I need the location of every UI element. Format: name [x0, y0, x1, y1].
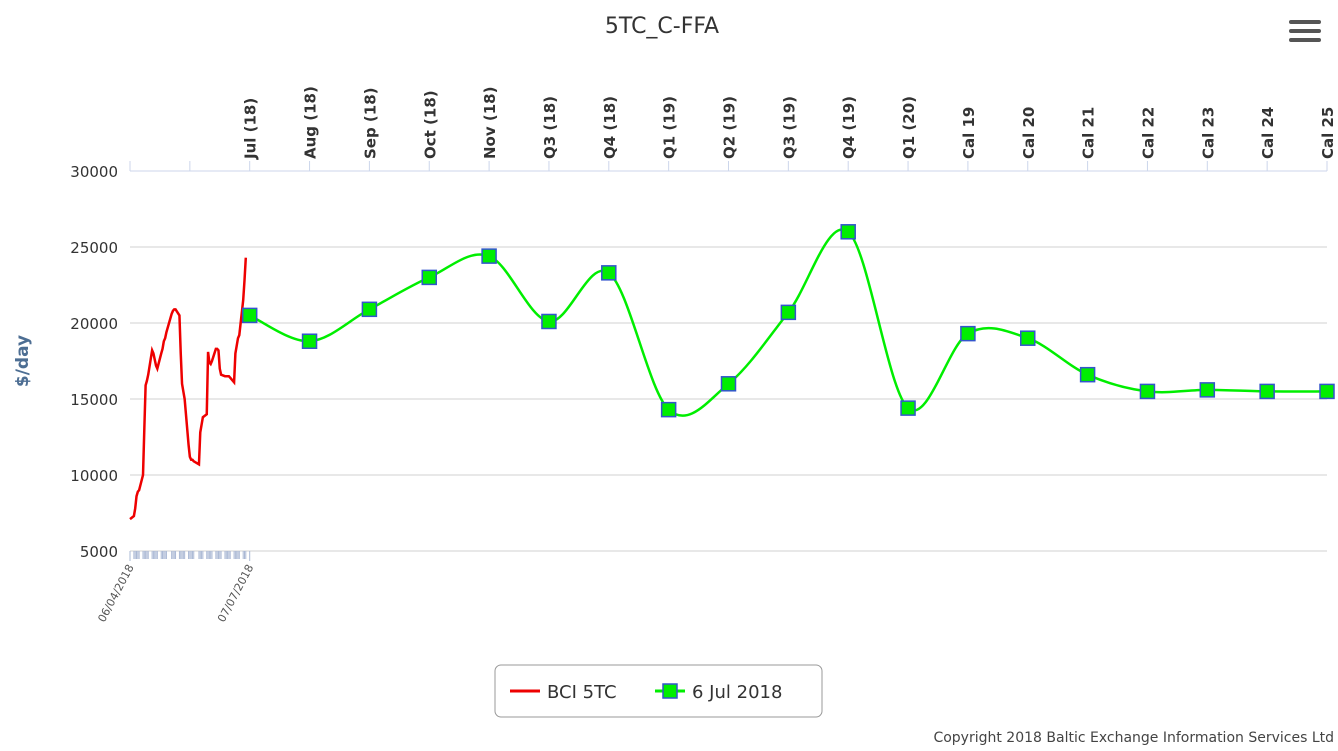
ffa-marker	[301, 333, 318, 349]
top-tick-label: Cal 19	[960, 107, 978, 159]
ffa-marker	[780, 304, 797, 321]
ffa-marker	[1319, 383, 1335, 400]
menu-bar	[1289, 29, 1321, 33]
top-tick-label: Aug (18)	[302, 86, 320, 159]
y-tick-label: 10000	[70, 467, 118, 485]
top-tick-label: Cal 20	[1020, 107, 1038, 159]
legend-label: BCI 5TC	[547, 682, 617, 703]
menu-button[interactable]	[1289, 20, 1321, 42]
menu-bar	[1289, 20, 1321, 24]
ffa-marker	[900, 400, 916, 416]
ffa-marker	[720, 376, 737, 392]
legend-label: 6 Jul 2018	[692, 682, 782, 703]
top-tick-label: Cal 23	[1199, 107, 1217, 159]
top-tick-label: Sep (18)	[361, 87, 379, 159]
ffa-marker	[241, 307, 258, 324]
top-tick-label: Jul (18)	[242, 98, 260, 160]
bci-line	[129, 257, 248, 521]
top-tick-label: Q4 (18)	[601, 96, 619, 159]
y-tick-label: 15000	[70, 391, 118, 409]
credit: Copyright 2018 Baltic Exchange Informati…	[933, 730, 1334, 746]
ffa-marker	[960, 325, 976, 342]
top-tick-label: Q2 (19)	[721, 96, 739, 159]
top-tick-label: Nov (18)	[481, 87, 499, 159]
y-tick-label: 20000	[70, 315, 118, 333]
top-tick-label: Q1 (19)	[661, 96, 679, 159]
ffa-marker	[840, 224, 856, 240]
ffa-marker	[1259, 383, 1275, 400]
top-tick-label: Cal 24	[1259, 107, 1277, 159]
ffa-marker	[541, 313, 557, 330]
top-tick-label: Q4 (19)	[840, 96, 858, 159]
ffa-marker	[421, 269, 437, 286]
ffa-marker	[1020, 330, 1036, 346]
chart-title: 5TC_C-FFA	[605, 14, 719, 39]
ffa-marker	[601, 265, 617, 281]
ffa-marker	[1199, 382, 1216, 398]
top-tick-label: Cal 21	[1080, 107, 1098, 159]
x-tick-label: 06/04/2018	[95, 562, 136, 624]
legend-marker	[662, 683, 678, 699]
top-tick-label: Cal 22	[1139, 107, 1157, 159]
y-tick-label: 25000	[70, 239, 118, 257]
ffa-marker	[481, 248, 497, 264]
y-axis-label: $/day	[13, 335, 33, 387]
x-tick-label: 07/07/2018	[215, 562, 256, 624]
y-tick-label: 5000	[80, 543, 118, 561]
top-tick-label: Cal 25	[1319, 107, 1337, 159]
ffa-marker	[660, 401, 677, 418]
top-tick-label: Oct (18)	[421, 90, 439, 159]
top-tick-label: Q3 (18)	[541, 96, 559, 159]
menu-bar	[1289, 38, 1321, 42]
ffa-marker	[361, 301, 378, 318]
ffa-marker	[1139, 383, 1156, 400]
top-tick-label: Q3 (19)	[780, 96, 798, 159]
y-tick-label: 30000	[70, 163, 118, 181]
ffa-marker	[1079, 366, 1096, 383]
top-tick-label: Q1 (20)	[900, 96, 918, 159]
